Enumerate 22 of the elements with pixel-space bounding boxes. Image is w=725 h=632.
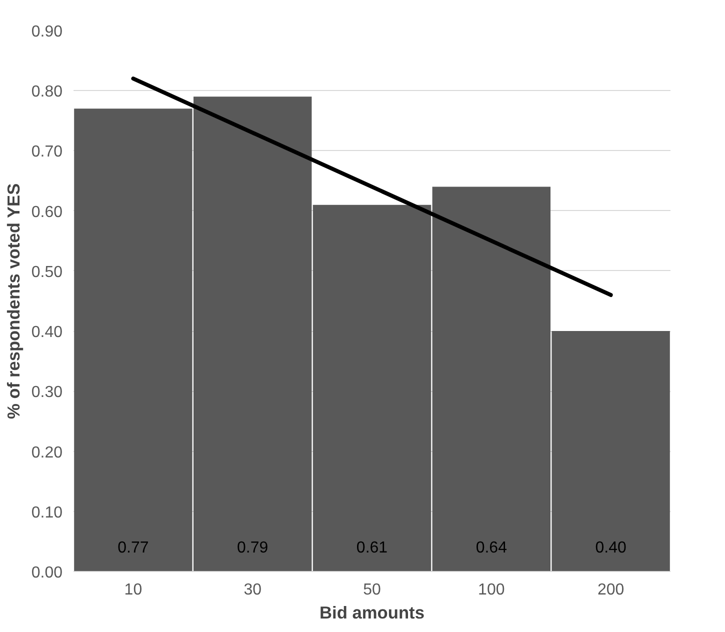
y-tick-label: 0.40 — [31, 324, 63, 342]
data-label: 0.77 — [118, 540, 149, 557]
data-label: 0.79 — [237, 540, 268, 557]
y-tick-label: 0.20 — [31, 444, 63, 462]
y-tick-label: 0.90 — [31, 24, 63, 40]
y-tick-label: 0.30 — [31, 384, 63, 402]
x-tick-label: 10 — [124, 582, 142, 598]
x-axis-title: Bid amounts — [320, 602, 424, 622]
x-tick-label: 30 — [244, 582, 262, 598]
data-label: 0.40 — [595, 540, 626, 557]
y-tick-label: 0.50 — [31, 264, 63, 281]
x-tick-label: 200 — [597, 582, 624, 598]
x-tick-label: 50 — [363, 582, 381, 598]
y-tick-label: 0.00 — [31, 564, 63, 582]
y-tick-label: 0.70 — [31, 144, 63, 161]
x-tick-label: 100 — [478, 582, 505, 598]
y-tick-label: 0.60 — [31, 204, 63, 221]
y-tick-label: 0.80 — [31, 84, 63, 101]
data-label: 0.64 — [476, 540, 508, 557]
y-tick-label: 0.10 — [31, 504, 63, 522]
data-label: 0.61 — [356, 540, 388, 557]
y-axis-title: % of respondents voted YES — [3, 183, 24, 419]
